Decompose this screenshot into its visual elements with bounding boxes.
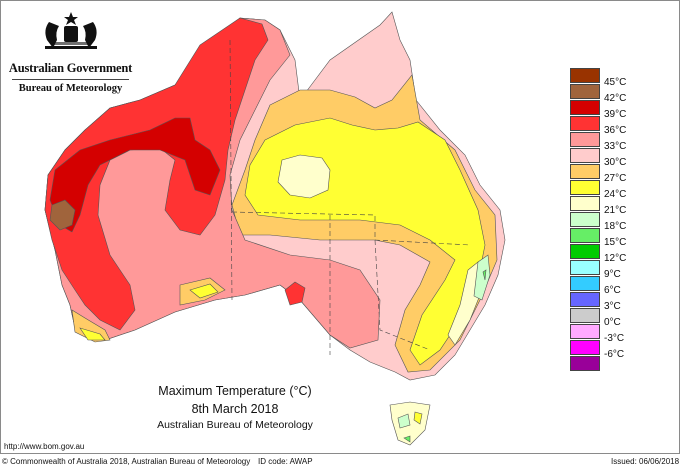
legend-swatch — [570, 228, 600, 243]
legend-swatch — [570, 212, 600, 227]
legend-label: 0°C — [604, 317, 621, 328]
legend-swatch — [570, 340, 600, 355]
legend-swatch — [570, 308, 600, 323]
legend-label: 27°C — [604, 173, 627, 184]
map-title-variable: Maximum Temperature (°C) — [158, 384, 312, 398]
legend-swatch — [570, 100, 600, 115]
legend-label: 24°C — [604, 189, 627, 200]
legend-label: 42°C — [604, 93, 627, 104]
legend-label: -6°C — [604, 349, 625, 360]
legend-label: 39°C — [604, 109, 627, 120]
legend-label: 18°C — [604, 221, 627, 232]
legend-label: 36°C — [604, 125, 627, 136]
legend-label: 21°C — [604, 205, 627, 216]
legend-swatch — [570, 260, 600, 275]
legend-swatch — [570, 324, 600, 339]
legend-swatch — [570, 292, 600, 307]
id-code: ID code: AWAP — [258, 457, 313, 466]
legend-label: 30°C — [604, 157, 627, 168]
legend-label: 6°C — [604, 285, 621, 296]
legend-swatch — [570, 276, 600, 291]
logo-divider — [12, 79, 129, 80]
government-name: Australian Government — [8, 61, 133, 75]
legend-label: -3°C — [604, 333, 625, 344]
map-title: Maximum Temperature (°C) 8th March 2018 … — [140, 384, 330, 431]
legend-swatch — [570, 244, 600, 259]
legend-label: 33°C — [604, 141, 627, 152]
legend-label: 3°C — [604, 301, 621, 312]
legend-label: 45°C — [604, 77, 627, 88]
legend-swatch — [570, 356, 600, 371]
copyright-text: © Commonwealth of Australia 2018, Austra… — [2, 457, 251, 466]
bureau-name: Bureau of Meteorology — [18, 83, 123, 94]
website-link[interactable]: http://www.bom.gov.au — [4, 442, 85, 451]
legend-swatch — [570, 164, 600, 179]
map-title-source: Australian Bureau of Meteorology — [157, 419, 313, 431]
legend-swatch — [570, 180, 600, 195]
coat-of-arms-icon — [44, 12, 97, 49]
legend-swatch — [570, 116, 600, 131]
legend-swatch — [570, 196, 600, 211]
map-title-date: 8th March 2018 — [191, 402, 279, 416]
government-logo: Australian Government Bureau of Meteorol… — [8, 10, 133, 94]
issued-date: Issued: 06/06/2018 — [611, 457, 680, 466]
legend-swatch — [570, 132, 600, 147]
legend-label: 9°C — [604, 269, 621, 280]
legend-label: 12°C — [604, 253, 627, 264]
legend-swatch — [570, 68, 600, 83]
legend-swatch — [570, 84, 600, 99]
legend-label: 15°C — [604, 237, 627, 248]
legend-swatch — [570, 148, 600, 163]
